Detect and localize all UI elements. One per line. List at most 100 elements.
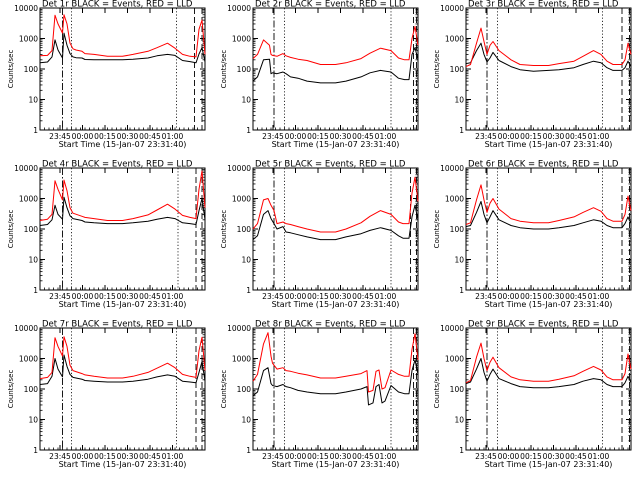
y-axis-label: Counts/sec: [7, 50, 15, 89]
x-axis-label: Start Time (15-Jan-07 23:31:40): [272, 140, 400, 149]
x-tick-label: 23:45: [475, 452, 497, 461]
panel-title: Det 5r BLACK = Events, RED = LLD: [255, 160, 406, 170]
y-tick-label: 100: [450, 65, 465, 74]
plot-frame: [252, 327, 419, 451]
y-tick-label: 10000: [440, 164, 464, 173]
x-axis-label: Start Time (15-Jan-07 23:31:40): [59, 460, 187, 469]
y-tick-label: 1000: [232, 35, 251, 44]
x-tick-label: 01:00: [162, 132, 184, 141]
panel-title: Det 2r BLACK = Events, RED = LLD: [255, 0, 406, 10]
x-tick-label: 00:30: [117, 132, 139, 141]
y-axis-label: Counts/sec: [7, 370, 15, 409]
x-tick-label: 23:45: [49, 452, 71, 461]
x-tick-label: 00:15: [94, 452, 116, 461]
y-axis-label: Counts/sec: [433, 50, 441, 89]
panel-9: Det 9r BLACK = Events, RED = LLD 1 10 100 10…: [433, 320, 632, 469]
x-tick-label: 00:45: [565, 452, 587, 461]
x-axis-label: Start Time (15-Jan-07 23:31:40): [59, 300, 187, 309]
x-tick-label: 00:00: [285, 452, 307, 461]
x-tick-label: 00:15: [307, 452, 329, 461]
panel-7: Det 7r BLACK = Events, RED = LLD 1 10 100 10…: [7, 320, 206, 469]
x-tick-label: 01:00: [375, 452, 397, 461]
panel-5: Det 5r BLACK = Events, RED = LLD 1 10 100 10…: [220, 160, 419, 309]
y-tick-label: 100: [24, 225, 39, 234]
y-tick-label: 10000: [227, 324, 251, 333]
plot-frame: [252, 7, 419, 131]
y-tick-label: 1: [246, 126, 251, 135]
panel-title: Det 8r BLACK = Events, RED = LLD: [255, 320, 406, 330]
x-tick-label: 01:00: [588, 132, 610, 141]
x-tick-label: 00:30: [330, 132, 352, 141]
panel-6: Det 6r BLACK = Events, RED = LLD 1 10 100 10…: [433, 160, 632, 309]
x-axis-label: Start Time (15-Jan-07 23:31:40): [485, 460, 613, 469]
y-tick-label: 100: [24, 385, 39, 394]
y-tick-label: 1: [33, 286, 38, 295]
x-tick-label: 00:30: [330, 292, 352, 301]
y-tick-label: 1000: [19, 195, 38, 204]
y-tick-label: 100: [450, 225, 465, 234]
x-tick-label: 01:00: [375, 132, 397, 141]
x-tick-label: 23:45: [475, 292, 497, 301]
panel-title: Det 1r BLACK = Events, RED = LLD: [42, 0, 193, 10]
x-tick-label: 00:00: [498, 132, 520, 141]
y-tick-label: 1: [33, 126, 38, 135]
x-tick-label: 00:15: [520, 452, 542, 461]
x-axis-label: Start Time (15-Jan-07 23:31:40): [485, 140, 613, 149]
y-tick-label: 10000: [440, 324, 464, 333]
x-tick-label: 01:00: [162, 292, 184, 301]
x-tick-label: 00:45: [139, 292, 161, 301]
x-tick-label: 23:45: [262, 292, 284, 301]
panel-title: Det 4r BLACK = Events, RED = LLD: [42, 160, 193, 170]
x-tick-label: 00:00: [72, 452, 94, 461]
y-axis-label: Counts/sec: [220, 370, 228, 409]
x-tick-label: 00:00: [285, 132, 307, 141]
y-tick-label: 10: [454, 256, 464, 265]
events-series-line: [465, 358, 632, 389]
events-series-line: [39, 32, 206, 64]
events-series-line: [465, 201, 632, 230]
panel-2: Det 2r BLACK = Events, RED = LLD 1 10 100 10…: [220, 0, 419, 149]
panel-title: Det 7r BLACK = Events, RED = LLD: [42, 320, 193, 330]
y-tick-label: 10: [454, 96, 464, 105]
x-axis-label: Start Time (15-Jan-07 23:31:40): [272, 460, 400, 469]
x-tick-label: 00:00: [72, 132, 94, 141]
events-series-line: [252, 47, 419, 84]
x-tick-label: 00:15: [520, 132, 542, 141]
x-tick-label: 00:30: [330, 452, 352, 461]
y-tick-label: 1000: [445, 355, 464, 364]
y-axis-label: Counts/sec: [220, 210, 228, 249]
x-tick-label: 00:30: [117, 292, 139, 301]
x-tick-label: 23:45: [262, 132, 284, 141]
y-tick-label: 10: [241, 416, 251, 425]
x-tick-label: 00:45: [352, 452, 374, 461]
x-tick-label: 01:00: [588, 452, 610, 461]
y-tick-label: 1: [459, 286, 464, 295]
lld-series-line: [39, 14, 206, 58]
x-tick-label: 00:00: [498, 292, 520, 301]
y-tick-label: 100: [237, 385, 252, 394]
lld-series-line: [39, 336, 206, 380]
y-tick-label: 10000: [14, 164, 38, 173]
y-axis-label: Counts/sec: [220, 50, 228, 89]
x-tick-label: 00:30: [543, 292, 565, 301]
y-tick-label: 10000: [227, 4, 251, 13]
x-tick-label: 00:45: [352, 292, 374, 301]
plot-frame: [465, 327, 632, 451]
lld-series-line: [39, 170, 206, 221]
y-axis-label: Counts/sec: [433, 210, 441, 249]
lld-series-line: [465, 27, 632, 68]
y-tick-label: 10: [241, 256, 251, 265]
x-tick-label: 00:00: [498, 452, 520, 461]
y-tick-label: 1: [246, 286, 251, 295]
panel-title: Det 3r BLACK = Events, RED = LLD: [468, 0, 619, 10]
lld-series-line: [465, 184, 632, 225]
x-tick-label: 00:45: [565, 132, 587, 141]
y-tick-label: 10: [28, 96, 38, 105]
plot-frame: [39, 327, 206, 451]
y-tick-label: 1000: [445, 195, 464, 204]
plot-frame: [465, 7, 632, 131]
x-tick-label: 23:45: [475, 132, 497, 141]
lld-series-line: [252, 25, 419, 65]
y-tick-label: 10: [28, 416, 38, 425]
